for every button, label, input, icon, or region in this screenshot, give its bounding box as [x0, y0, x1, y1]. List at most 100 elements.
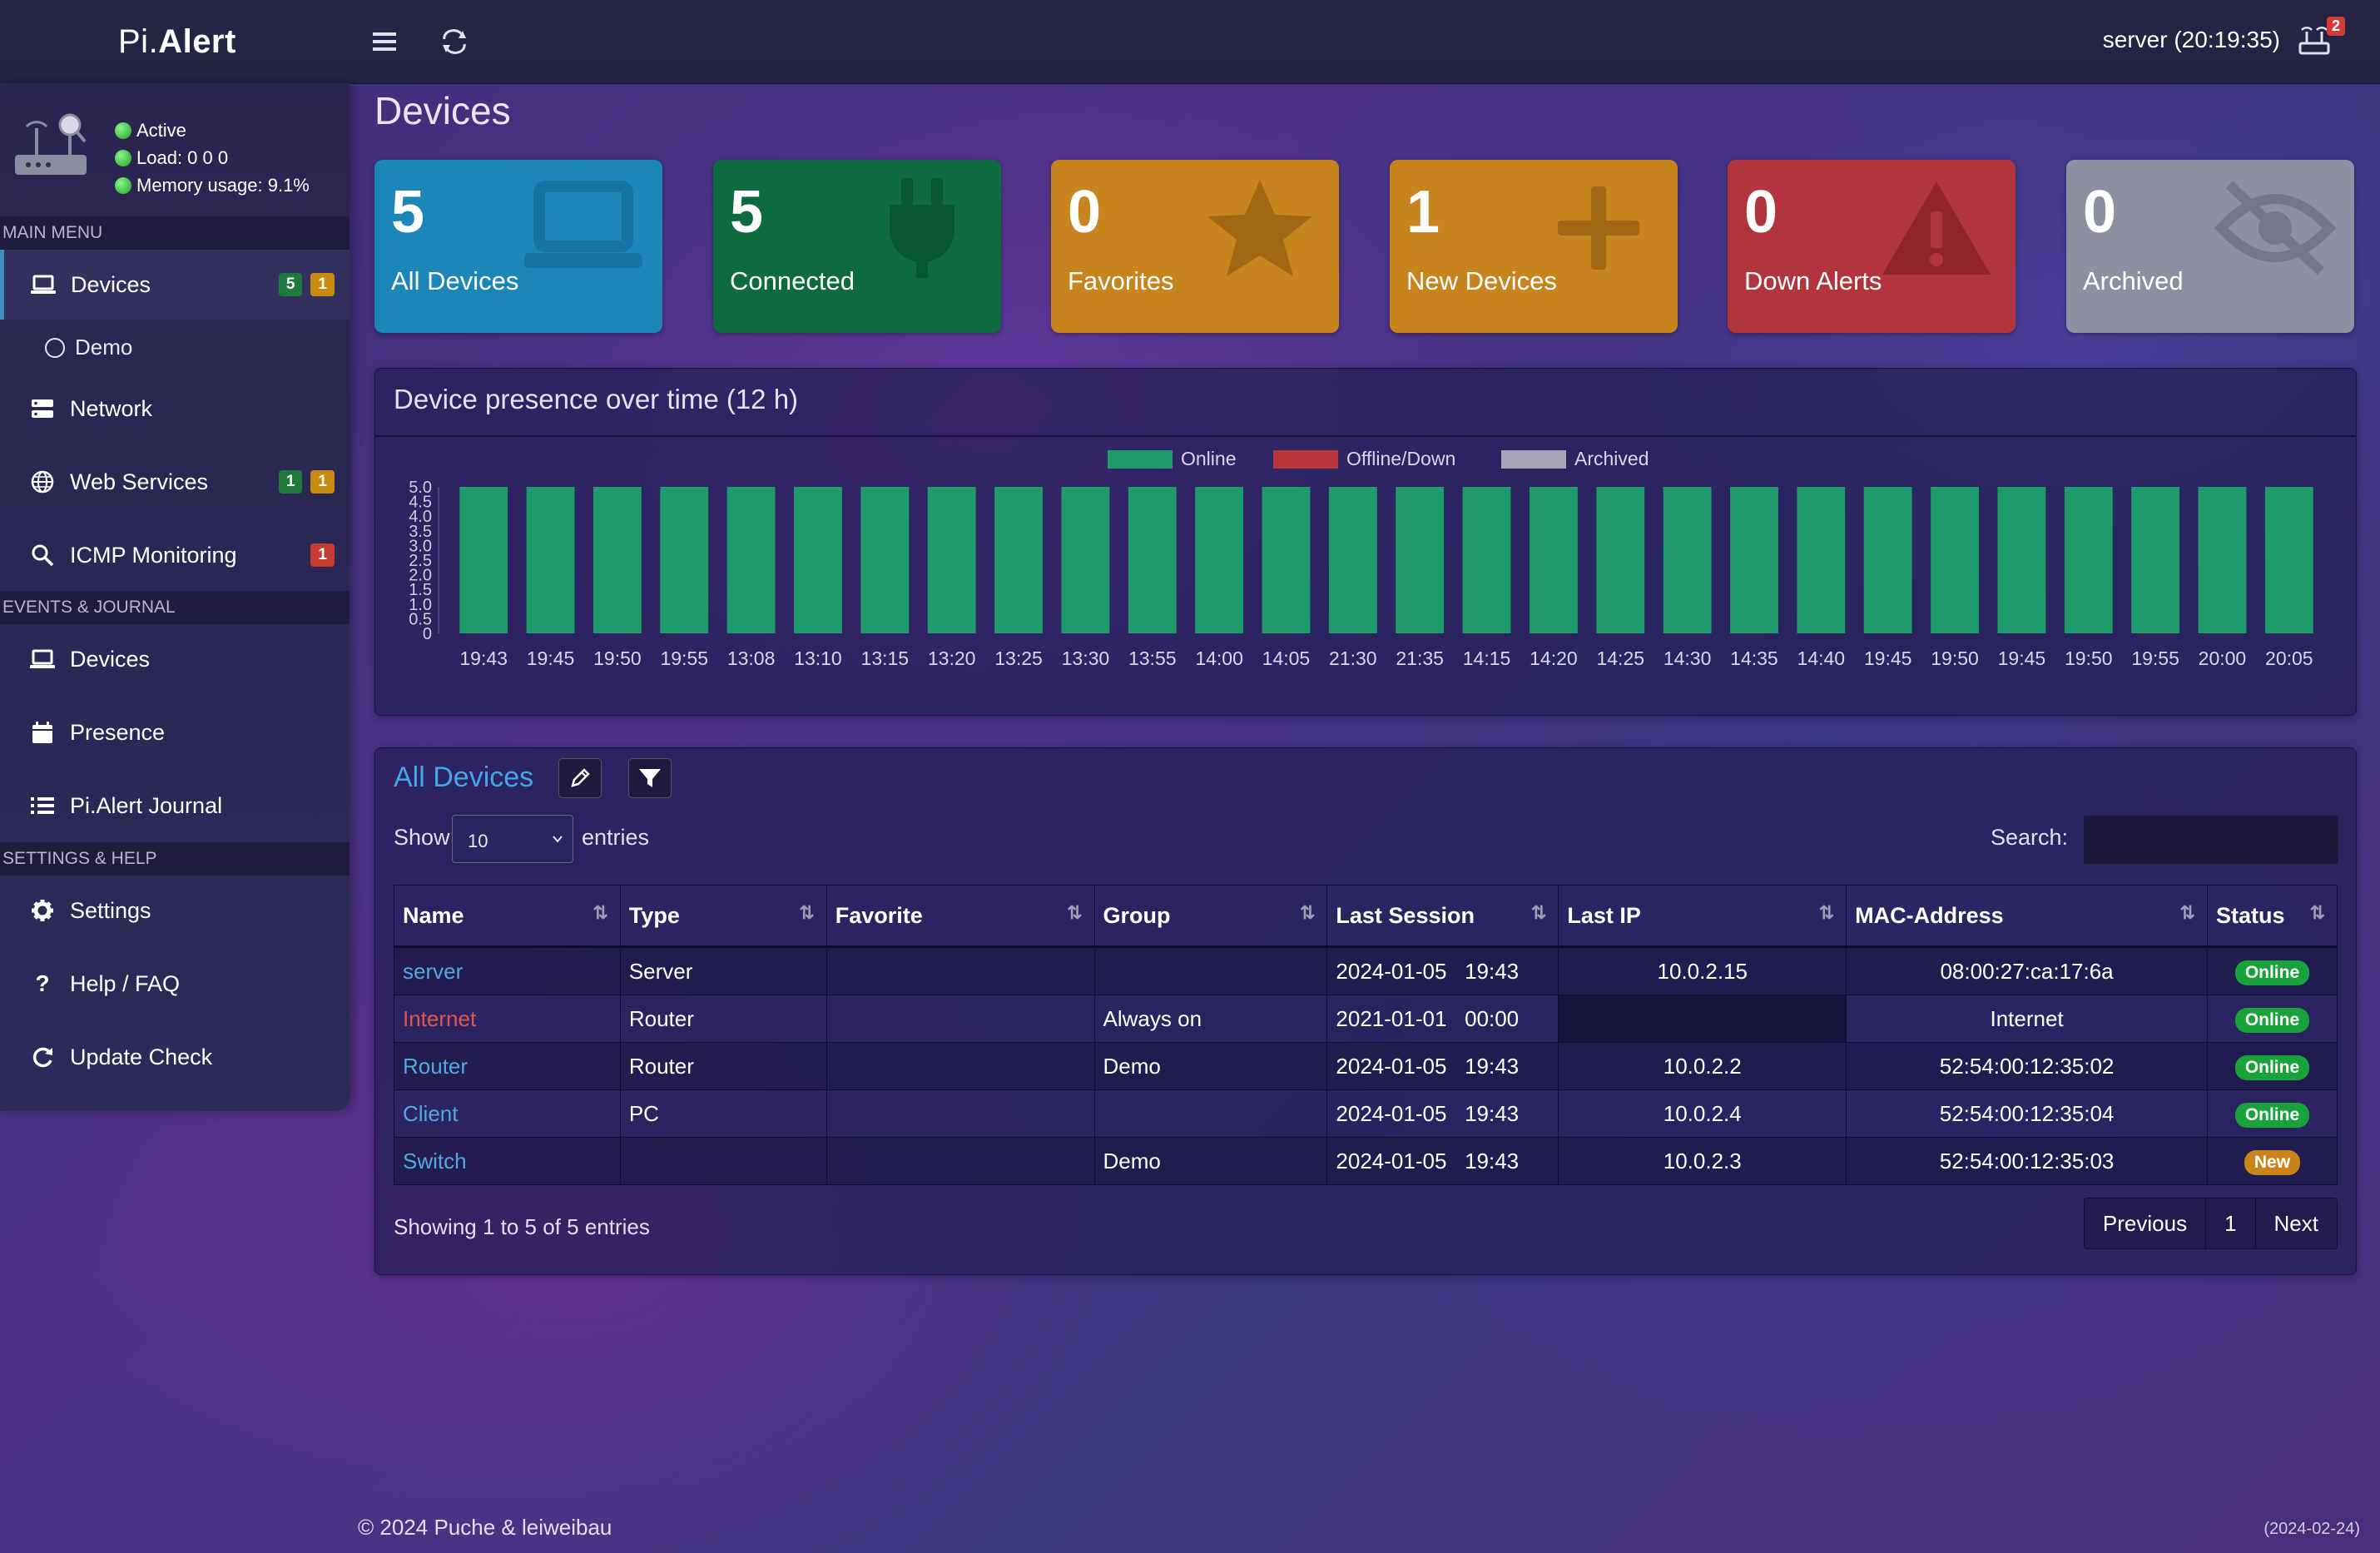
filter-button[interactable]	[628, 758, 672, 798]
tile-count: 0	[1068, 179, 1102, 246]
tile-connected[interactable]: 5 Connected	[713, 160, 1001, 333]
y-tick-label: 1.5	[409, 581, 432, 599]
section-events-journal: EVENTS & JOURNAL	[0, 591, 350, 624]
x-tick-label: 14:40	[1797, 647, 1846, 669]
chart-bar	[794, 487, 842, 633]
sort-icon: ⇅	[2309, 902, 2325, 923]
x-tick-label: 13:20	[928, 647, 976, 669]
sidebar-item-label: ICMP Monitoring	[70, 542, 237, 568]
table-row[interactable]: Internet Router Always on 2021-01-01 00:…	[394, 995, 2338, 1043]
status-lines: Active Load: 0 0 0 Memory usage: 9.1%	[115, 117, 310, 199]
x-tick-label: 14:30	[1664, 647, 1712, 669]
column-header-group[interactable]: Group ⇅	[1093, 885, 1328, 948]
sidebar-item-presence[interactable]: Presence	[0, 697, 350, 767]
column-header-last-ip[interactable]: Last IP ⇅	[1558, 885, 1847, 948]
alert-count-badge: 2	[2326, 17, 2345, 36]
column-header-name[interactable]: Name ⇅	[394, 885, 621, 948]
legend-label: Archived	[1574, 448, 1649, 469]
status-memory: Memory usage: 9.1%	[136, 175, 310, 196]
tile-favorites[interactable]: 0 Favorites	[1051, 160, 1339, 333]
table-row[interactable]: server Server 2024-01-05 19:43 10.0.2.15…	[394, 946, 2338, 995]
sidebar-item-help[interactable]: ? Help / FAQ	[0, 949, 350, 1019]
notification-router-icon[interactable]: 2	[2295, 17, 2345, 62]
page-1-button[interactable]: 1	[2206, 1198, 2256, 1248]
sidebar: Active Load: 0 0 0 Memory usage: 9.1% MA…	[0, 83, 350, 1111]
sidebar-item-icmp[interactable]: ICMP Monitoring 1	[0, 520, 350, 590]
table-row[interactable]: Switch Demo 2024-01-05 19:43 10.0.2.3 52…	[394, 1137, 2338, 1185]
search-input[interactable]	[2083, 815, 2339, 865]
app-logo[interactable]: Pi.Alert	[118, 23, 236, 60]
chart-bar	[526, 487, 575, 633]
cell-mac: 52:54:00:12:35:04	[1846, 1089, 2208, 1138]
sidebar-item-settings[interactable]: Settings	[0, 876, 350, 945]
column-header-status[interactable]: Status ⇅	[2206, 885, 2338, 948]
status-badge: Online	[2234, 1054, 2310, 1080]
next-page-button[interactable]: Next	[2255, 1198, 2337, 1248]
sidebar-item-demo[interactable]: Demo	[45, 335, 132, 360]
tile-new-devices[interactable]: 1 New Devices	[1390, 160, 1678, 333]
devices-table-panel: All Devices Show 10 entries Search: Name…	[374, 747, 2357, 1275]
hamburger-menu-icon[interactable]	[366, 23, 403, 60]
y-tick-label: 2.5	[409, 552, 432, 570]
circle-icon	[45, 337, 65, 358]
entries-label: entries	[582, 825, 650, 850]
table-row[interactable]: Router Router Demo 2024-01-05 19:43 10.0…	[394, 1042, 2338, 1090]
y-tick-label: 3.5	[409, 523, 432, 541]
star-icon	[1207, 180, 1312, 276]
chart-bar	[994, 487, 1043, 633]
sidebar-item-label: Pi.Alert Journal	[70, 792, 223, 818]
sidebar-item-journal[interactable]: Pi.Alert Journal	[0, 771, 350, 841]
column-header-last-session[interactable]: Last Session ⇅	[1326, 885, 1559, 948]
cell-group: Demo	[1093, 1137, 1328, 1185]
x-tick-label: 19:45	[1998, 647, 2046, 669]
web-warning-badge: 1	[310, 470, 335, 494]
plug-icon	[890, 178, 954, 278]
sort-icon: ⇅	[799, 902, 815, 923]
sidebar-item-network[interactable]: Network	[0, 374, 350, 444]
edit-button[interactable]	[558, 758, 602, 798]
x-tick-label: 13:55	[1128, 647, 1177, 669]
status-load: Load: 0 0 0	[136, 147, 229, 168]
sidebar-item-update-check[interactable]: Update Check	[0, 1022, 350, 1092]
previous-page-button[interactable]: Previous	[2084, 1198, 2207, 1248]
device-name-link[interactable]: server	[403, 958, 464, 984]
device-name-link[interactable]: Router	[403, 1053, 469, 1079]
section-settings-help: SETTINGS & HELP	[0, 842, 350, 876]
x-tick-label: 20:00	[2199, 647, 2247, 669]
device-name-link[interactable]: Client	[403, 1100, 459, 1126]
tile-all-devices[interactable]: 5 All Devices	[374, 160, 662, 333]
cell-last-ip	[1558, 995, 1847, 1043]
sidebar-item-events-devices[interactable]: Devices	[0, 624, 350, 694]
server-icon	[28, 394, 57, 423]
chart-bar	[726, 487, 776, 633]
table-row[interactable]: Client PC 2024-01-05 19:43 10.0.2.4 52:5…	[394, 1089, 2338, 1138]
x-tick-label: 21:30	[1329, 647, 1377, 669]
sidebar-item-label: Devices	[71, 271, 151, 297]
top-navbar: Pi.Alert server (20:19:35) 2	[0, 0, 2380, 84]
chart-bar	[2131, 487, 2180, 633]
x-tick-label: 19:55	[660, 647, 708, 669]
cell-last-ip: 10.0.2.3	[1558, 1137, 1847, 1185]
y-tick-label: 0	[423, 625, 432, 643]
status-badge: Online	[2234, 960, 2310, 985]
y-tick-label: 5.0	[409, 479, 432, 497]
tile-count: 0	[2083, 179, 2117, 246]
tile-archived[interactable]: 0 Archived	[2066, 160, 2354, 333]
chart-bar	[1931, 487, 1979, 633]
column-header-favorite[interactable]: Favorite ⇅	[826, 885, 1095, 948]
page-size-select[interactable]: 10	[452, 815, 573, 863]
chart-bar	[1128, 487, 1177, 633]
column-header-type[interactable]: Type ⇅	[619, 885, 827, 948]
cell-mac: 52:54:00:12:35:03	[1846, 1137, 2208, 1185]
column-header-mac[interactable]: MAC-Address ⇅	[1846, 885, 2208, 948]
x-tick-label: 20:05	[2265, 647, 2313, 669]
refresh-icon[interactable]	[436, 23, 473, 60]
device-name-link[interactable]: Internet	[403, 1005, 477, 1031]
section-main-menu: MAIN MENU	[0, 216, 350, 250]
tile-down-alerts[interactable]: 0 Down Alerts	[1728, 160, 2016, 333]
device-name-link[interactable]: Switch	[403, 1148, 467, 1173]
x-tick-label: 13:08	[727, 647, 776, 669]
filter-icon	[639, 769, 661, 787]
